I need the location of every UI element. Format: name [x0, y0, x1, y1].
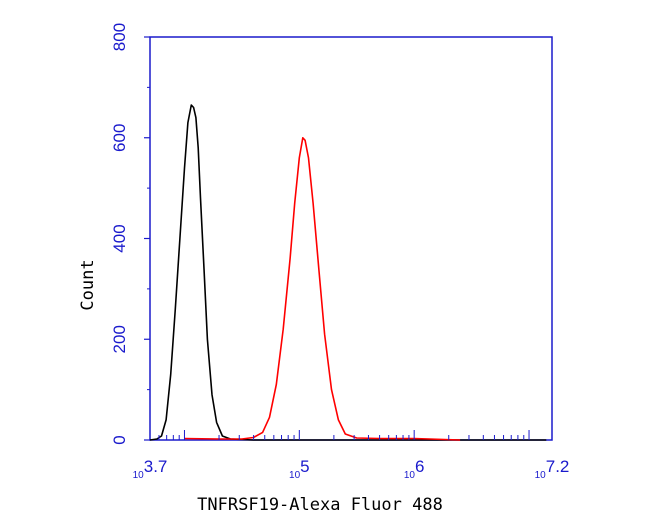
x-axis-title: TNFRSF19-Alexa Fluor 488 — [197, 495, 443, 515]
y-axis: 0 200 400 600 800 — [110, 23, 150, 445]
y-tick-label-400: 400 — [110, 224, 129, 252]
y-tick-label-600: 600 — [110, 124, 129, 152]
y-tick-label-200: 200 — [110, 325, 129, 353]
x-tick-label-6: 106 — [404, 457, 425, 481]
y-tick-label-800: 800 — [110, 23, 129, 51]
x-tick-label-7.2: 107.2 — [535, 457, 570, 481]
series-line-2 — [184, 137, 461, 441]
y-axis-title: Count — [78, 259, 98, 310]
series-layer — [149, 104, 547, 441]
y-tick-label-0: 0 — [110, 435, 129, 444]
series-line-1 — [149, 104, 547, 441]
x-tick-label-3.7: 103.7 — [133, 457, 168, 481]
x-axis: 103.7 105 106 107.2 — [133, 430, 570, 481]
x-tick-label-5: 105 — [289, 457, 310, 481]
